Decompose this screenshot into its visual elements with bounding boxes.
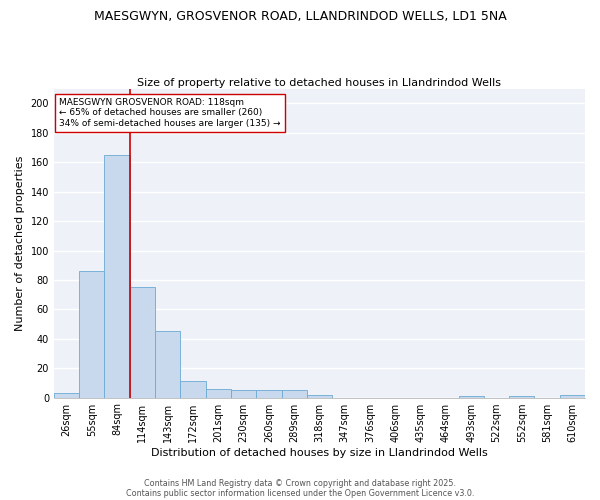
Bar [155,332,181,398]
Text: Contains public sector information licensed under the Open Government Licence v3: Contains public sector information licen… [126,488,474,498]
Bar [104,155,130,398]
Text: MAESGWYN GROSVENOR ROAD: 118sqm
← 65% of detached houses are smaller (260)
34% o: MAESGWYN GROSVENOR ROAD: 118sqm ← 65% of… [59,98,281,128]
Bar [281,390,307,398]
Y-axis label: Number of detached properties: Number of detached properties [15,156,25,331]
Bar [256,390,281,398]
Bar [54,393,79,398]
Bar [458,396,484,398]
Bar [79,271,104,398]
Text: MAESGWYN, GROSVENOR ROAD, LLANDRINDOD WELLS, LD1 5NA: MAESGWYN, GROSVENOR ROAD, LLANDRINDOD WE… [94,10,506,23]
Bar [130,288,155,398]
X-axis label: Distribution of detached houses by size in Llandrindod Wells: Distribution of detached houses by size … [151,448,488,458]
Bar [206,389,231,398]
Bar [231,390,256,398]
Text: Contains HM Land Registry data © Crown copyright and database right 2025.: Contains HM Land Registry data © Crown c… [144,478,456,488]
Bar [181,382,206,398]
Title: Size of property relative to detached houses in Llandrindod Wells: Size of property relative to detached ho… [137,78,502,88]
Bar [509,396,535,398]
Bar [560,394,585,398]
Bar [307,394,332,398]
